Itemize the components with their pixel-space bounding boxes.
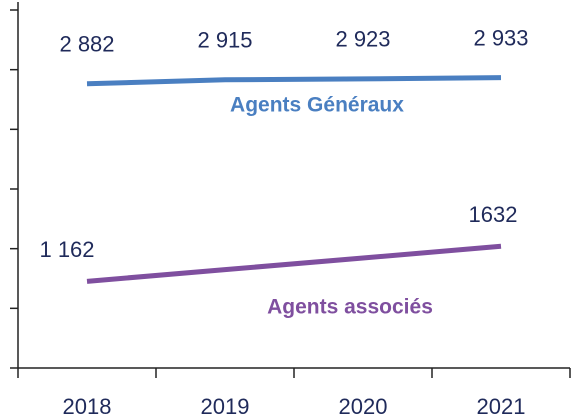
- x-tick-label: 2018: [63, 394, 112, 417]
- value-label: 1 162: [39, 237, 94, 262]
- x-tick-label: 2020: [339, 394, 388, 417]
- series-label: Agents associés: [267, 296, 433, 319]
- value-label: 1632: [469, 202, 518, 227]
- value-label: 2 923: [335, 27, 390, 52]
- x-tick-label: 2019: [201, 394, 250, 417]
- series-line: [86, 75, 502, 87]
- x-tick-label: 2021: [477, 394, 526, 417]
- series-label: Agents Généraux: [230, 93, 404, 116]
- series-line: [86, 243, 502, 284]
- value-label: 2 882: [59, 32, 114, 57]
- value-label: 2 933: [473, 25, 528, 50]
- value-label: 2 915: [197, 28, 252, 53]
